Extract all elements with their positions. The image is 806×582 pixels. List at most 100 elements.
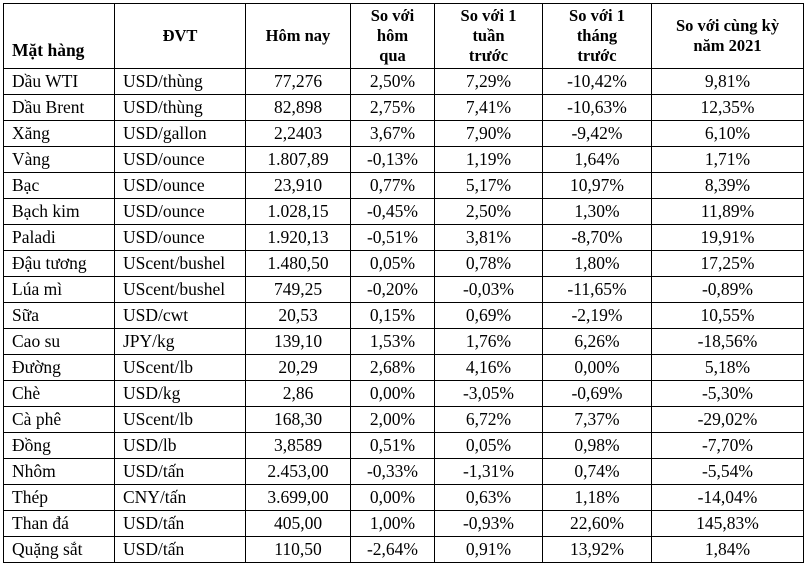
unit-cell: USD/ounce: [114, 224, 246, 251]
unit-cell: USD/cwt: [114, 302, 246, 329]
table-row: Dầu WTI USD/thùng 77,276 2,50% 7,29% -10…: [3, 68, 804, 95]
table-row: Đậu tương UScent/bushel 1.480,50 0,05% 0…: [3, 250, 804, 277]
vs-week-cell: 7,29%: [434, 68, 543, 95]
vs-month-cell: 1,18%: [542, 484, 652, 511]
vs-month-cell: 6,26%: [542, 328, 652, 355]
vs-2021-cell: -29,02%: [651, 406, 804, 433]
commodity-name-cell: Đường: [3, 354, 115, 381]
vs-yesterday-cell: -0,45%: [350, 198, 435, 225]
vs-month-cell: -11,65%: [542, 276, 652, 303]
vs-yesterday-cell: 2,50%: [350, 68, 435, 95]
table-row: Paladi USD/ounce 1.920,13 -0,51% 3,81% -…: [3, 224, 804, 251]
vs-week-cell: 2,50%: [434, 198, 543, 225]
commodity-name-cell: Nhôm: [3, 458, 115, 485]
vs-month-cell: 0,98%: [542, 432, 652, 459]
commodity-name-cell: Xăng: [3, 120, 115, 147]
commodity-name-cell: Sữa: [3, 302, 115, 329]
vs-week-cell: 5,17%: [434, 172, 543, 199]
vs-2021-cell: 11,89%: [651, 198, 804, 225]
unit-cell: USD/lb: [114, 432, 246, 459]
header-cell-vs-2021: So với cùng kỳ năm 2021: [651, 3, 804, 69]
commodity-name-cell: Đậu tương: [3, 250, 115, 277]
today-price-cell: 3.699,00: [245, 484, 351, 511]
vs-month-cell: -8,70%: [542, 224, 652, 251]
header-cell-today: Hôm nay: [245, 3, 351, 69]
vs-week-cell: 0,91%: [434, 536, 543, 563]
vs-2021-cell: 6,10%: [651, 120, 804, 147]
vs-2021-cell: 19,91%: [651, 224, 804, 251]
vs-yesterday-cell: -0,20%: [350, 276, 435, 303]
vs-2021-cell: -18,56%: [651, 328, 804, 355]
vs-2021-cell: 5,18%: [651, 354, 804, 381]
today-price-cell: 1.028,15: [245, 198, 351, 225]
unit-cell: USD/thùng: [114, 94, 246, 121]
vs-week-cell: -3,05%: [434, 380, 543, 407]
commodity-name-cell: Lúa mì: [3, 276, 115, 303]
vs-month-cell: -0,69%: [542, 380, 652, 407]
table-row: Dầu Brent USD/thùng 82,898 2,75% 7,41% -…: [3, 94, 804, 121]
commodity-name-cell: Bạch kim: [3, 198, 115, 225]
vs-week-cell: -0,93%: [434, 510, 543, 537]
vs-yesterday-cell: 0,00%: [350, 380, 435, 407]
today-price-cell: 2.453,00: [245, 458, 351, 485]
vs-yesterday-cell: 0,15%: [350, 302, 435, 329]
unit-cell: USD/gallon: [114, 120, 246, 147]
today-price-cell: 3,8589: [245, 432, 351, 459]
header-cell-vs-week: So với 1 tuần trước: [434, 3, 543, 69]
vs-yesterday-cell: -2,64%: [350, 536, 435, 563]
vs-yesterday-cell: 2,00%: [350, 406, 435, 433]
table-row: Cao su JPY/kg 139,10 1,53% 1,76% 6,26% -…: [3, 328, 804, 355]
vs-week-cell: 7,90%: [434, 120, 543, 147]
vs-month-cell: 0,00%: [542, 354, 652, 381]
commodity-price-table: Mặt hàng ĐVT Hôm nay So với hôm qua So v…: [3, 3, 804, 563]
vs-yesterday-cell: 1,00%: [350, 510, 435, 537]
vs-2021-cell: 10,55%: [651, 302, 804, 329]
today-price-cell: 77,276: [245, 68, 351, 95]
vs-2021-cell: 8,39%: [651, 172, 804, 199]
today-price-cell: 20,53: [245, 302, 351, 329]
vs-yesterday-cell: 0,00%: [350, 484, 435, 511]
today-price-cell: 23,910: [245, 172, 351, 199]
vs-week-cell: 0,78%: [434, 250, 543, 277]
page: Mặt hàng ĐVT Hôm nay So với hôm qua So v…: [3, 3, 804, 563]
commodity-name-cell: Đồng: [3, 432, 115, 459]
unit-cell: USD/ounce: [114, 172, 246, 199]
unit-cell: UScent/lb: [114, 406, 246, 433]
vs-yesterday-cell: -0,33%: [350, 458, 435, 485]
vs-2021-cell: -14,04%: [651, 484, 804, 511]
vs-yesterday-cell: -0,13%: [350, 146, 435, 173]
table-row: Bạc USD/ounce 23,910 0,77% 5,17% 10,97% …: [3, 172, 804, 199]
unit-cell: USD/tấn: [114, 510, 246, 537]
table-row: Chè USD/kg 2,86 0,00% -3,05% -0,69% -5,3…: [3, 380, 804, 407]
vs-week-cell: -0,03%: [434, 276, 543, 303]
table-row: Lúa mì UScent/bushel 749,25 -0,20% -0,03…: [3, 276, 804, 303]
unit-cell: CNY/tấn: [114, 484, 246, 511]
commodity-name-cell: Cao su: [3, 328, 115, 355]
today-price-cell: 1.480,50: [245, 250, 351, 277]
vs-week-cell: 3,81%: [434, 224, 543, 251]
table-row: Than đá USD/tấn 405,00 1,00% -0,93% 22,6…: [3, 510, 804, 537]
vs-week-cell: 1,76%: [434, 328, 543, 355]
commodity-name-cell: Paladi: [3, 224, 115, 251]
vs-yesterday-cell: 1,53%: [350, 328, 435, 355]
vs-month-cell: 0,74%: [542, 458, 652, 485]
commodity-name-cell: Thép: [3, 484, 115, 511]
vs-yesterday-cell: 0,77%: [350, 172, 435, 199]
unit-cell: UScent/lb: [114, 354, 246, 381]
header-cell-commodity: Mặt hàng: [3, 3, 115, 69]
commodity-name-cell: Chè: [3, 380, 115, 407]
unit-cell: USD/tấn: [114, 458, 246, 485]
vs-2021-cell: 1,84%: [651, 536, 804, 563]
vs-yesterday-cell: 3,67%: [350, 120, 435, 147]
today-price-cell: 2,86: [245, 380, 351, 407]
commodity-name-cell: Quặng sắt: [3, 536, 115, 563]
header-cell-vs-month: So với 1 tháng trước: [542, 3, 652, 69]
vs-month-cell: 10,97%: [542, 172, 652, 199]
unit-cell: UScent/bushel: [114, 250, 246, 277]
commodity-name-cell: Dầu WTI: [3, 68, 115, 95]
commodity-name-cell: Cà phê: [3, 406, 115, 433]
vs-month-cell: 7,37%: [542, 406, 652, 433]
vs-yesterday-cell: 0,51%: [350, 432, 435, 459]
commodity-name-cell: Than đá: [3, 510, 115, 537]
vs-month-cell: 1,30%: [542, 198, 652, 225]
